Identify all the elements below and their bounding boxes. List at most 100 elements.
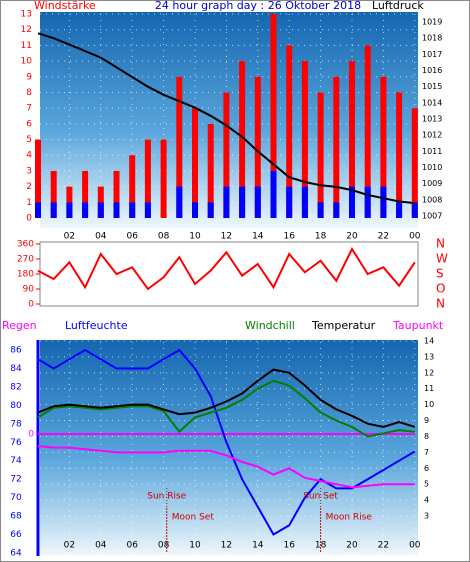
wind-bar bbox=[113, 170, 120, 218]
wind-bar bbox=[349, 186, 355, 218]
wind-bar bbox=[129, 202, 136, 218]
x-tick-label: 02 bbox=[64, 541, 75, 551]
wind-bar bbox=[301, 186, 308, 218]
y-tick-label: 6 bbox=[26, 119, 32, 129]
y2-tick-label: 1016 bbox=[422, 66, 442, 75]
y2-tick-label: 3 bbox=[424, 512, 429, 521]
x-tick-label: 16 bbox=[283, 232, 295, 242]
y2-tick-label: 8 bbox=[424, 432, 429, 441]
y2-tick-label: 1019 bbox=[422, 18, 442, 27]
x-tick-label: 10 bbox=[189, 541, 201, 551]
data-line bbox=[37, 32, 415, 205]
y-tick-label: 11 bbox=[21, 41, 32, 51]
y2-tick-label: 1013 bbox=[422, 115, 442, 124]
wind-bar bbox=[82, 170, 89, 218]
wind-bar bbox=[317, 202, 324, 218]
wind-bar bbox=[176, 76, 183, 219]
y2-tick-label: 5 bbox=[424, 480, 429, 489]
y2-tick-label: 1017 bbox=[422, 50, 442, 59]
wind-bar bbox=[396, 202, 403, 218]
direction-panel bbox=[39, 241, 419, 307]
x-tick-label: 04 bbox=[95, 232, 107, 242]
y2-tick-label: 6 bbox=[424, 464, 429, 473]
x-tick-label: 20 bbox=[346, 232, 358, 242]
y-tick-label: 86 bbox=[10, 346, 22, 356]
x-tick-label: 06 bbox=[126, 232, 138, 242]
y-tick-label: 9 bbox=[26, 72, 32, 82]
wind-bar bbox=[380, 186, 387, 218]
wind-bar bbox=[144, 139, 151, 218]
wind-bar bbox=[286, 45, 293, 219]
wind-bar bbox=[50, 202, 57, 218]
y-tick-label: 80 bbox=[10, 401, 22, 411]
y-tick-label: 180 bbox=[17, 270, 34, 280]
wind-bar bbox=[129, 155, 136, 218]
y-tick-label: 4 bbox=[26, 151, 32, 161]
y-tick-label: 12 bbox=[21, 25, 32, 35]
y-tick-label: 10 bbox=[21, 57, 33, 67]
wind-bar bbox=[160, 139, 167, 218]
wind-bar bbox=[286, 186, 293, 218]
y2-tick-label: 1007 bbox=[422, 212, 442, 221]
y-tick-label: 2 bbox=[26, 182, 32, 192]
x-tick-label: 00 bbox=[409, 541, 421, 551]
y-tick-label: 360 bbox=[17, 240, 34, 250]
wind-bar bbox=[176, 186, 183, 218]
y2-tick-label: 14 bbox=[424, 337, 434, 346]
data-line bbox=[37, 445, 415, 489]
y2-tick-label: 1012 bbox=[422, 131, 442, 140]
y-tick-label: 74 bbox=[10, 456, 22, 466]
event-label: Moon Rise bbox=[326, 513, 373, 523]
x-tick-label: 16 bbox=[283, 541, 295, 551]
y-tick-label: 13 bbox=[21, 10, 32, 20]
wind-bar bbox=[254, 76, 261, 219]
wind-bar bbox=[35, 139, 41, 218]
x-tick-label: 00 bbox=[409, 232, 421, 242]
wind-bar bbox=[82, 202, 89, 218]
wind-bar bbox=[207, 202, 214, 218]
x-tick-label: 08 bbox=[158, 232, 170, 242]
x-tick-label: 06 bbox=[126, 541, 138, 551]
y-tick-label: 76 bbox=[10, 438, 22, 448]
wind-bar bbox=[396, 92, 403, 218]
wind-bar bbox=[144, 202, 151, 218]
y2-tick-label: 1008 bbox=[422, 195, 442, 204]
y-tick-label: 78 bbox=[10, 419, 22, 429]
x-tick-label: 12 bbox=[221, 541, 232, 551]
pressure-label: Luftdruck bbox=[372, 0, 424, 12]
y2-tick-label: 4 bbox=[424, 496, 429, 505]
legend-dewpoint: Taupunkt bbox=[392, 319, 444, 332]
x-tick-label: 18 bbox=[315, 232, 327, 242]
wind-bar bbox=[97, 202, 104, 218]
x-tick-label: 14 bbox=[252, 232, 264, 242]
legend-windchill: Windchill bbox=[245, 319, 295, 332]
x-tick-label: 04 bbox=[95, 541, 107, 551]
y2-tick-label: 1014 bbox=[422, 98, 442, 107]
y2-tick-label: 9 bbox=[424, 416, 429, 425]
x-tick-label: 14 bbox=[252, 541, 264, 551]
wind-bar bbox=[364, 186, 371, 218]
x-tick-label: 22 bbox=[378, 232, 389, 242]
wind-bar bbox=[66, 202, 73, 218]
rain-tick-label: 0 bbox=[28, 430, 34, 440]
wind-label: Windstärke bbox=[34, 0, 96, 12]
wind-bar bbox=[239, 186, 246, 218]
y2-tick-label: 1009 bbox=[422, 179, 442, 188]
y-tick-label: 82 bbox=[10, 382, 21, 392]
wind-bar bbox=[301, 61, 308, 219]
wind-bar bbox=[333, 76, 340, 219]
direction-label: O bbox=[436, 282, 445, 296]
x-tick-label: 08 bbox=[158, 541, 170, 551]
y2-tick-label: 1011 bbox=[422, 147, 442, 156]
wind-bar bbox=[270, 14, 277, 218]
event-label: Sun Set bbox=[303, 492, 338, 502]
x-tick-label: 12 bbox=[221, 232, 232, 242]
y-tick-label: 64 bbox=[10, 549, 22, 559]
wind-bar bbox=[192, 202, 198, 218]
y-tick-label: 7 bbox=[26, 104, 32, 114]
data-line bbox=[37, 379, 415, 438]
y-tick-label: 0 bbox=[26, 214, 32, 224]
wind-bar bbox=[349, 61, 355, 219]
